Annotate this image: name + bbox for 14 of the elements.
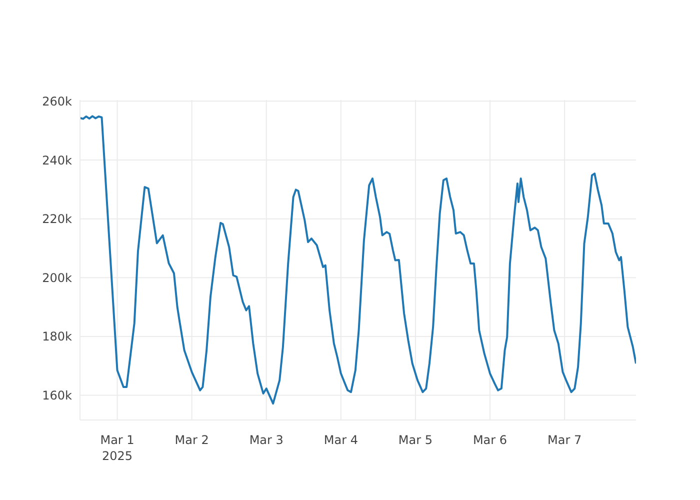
y-tick-label: 260k	[42, 94, 72, 108]
x-tick-label: Mar 5	[398, 433, 433, 447]
x-tick-label: Mar 4	[324, 433, 358, 447]
x-tick-label: Mar 3	[249, 433, 284, 447]
y-tick-label: 160k	[42, 388, 72, 403]
line-series	[80, 115, 636, 405]
y-tick-label: 180k	[42, 330, 72, 344]
x-tick-label: Mar 2	[174, 433, 209, 447]
x-tick-label: Mar 1 2025	[100, 433, 134, 463]
x-tick-label: Mar 6	[472, 433, 508, 447]
y-tick-label: 200k	[42, 270, 72, 285]
x-tick-label: Mar 7	[548, 433, 582, 447]
y-tick-label: 220k	[42, 212, 72, 226]
y-tick-label: 240k	[42, 153, 72, 168]
